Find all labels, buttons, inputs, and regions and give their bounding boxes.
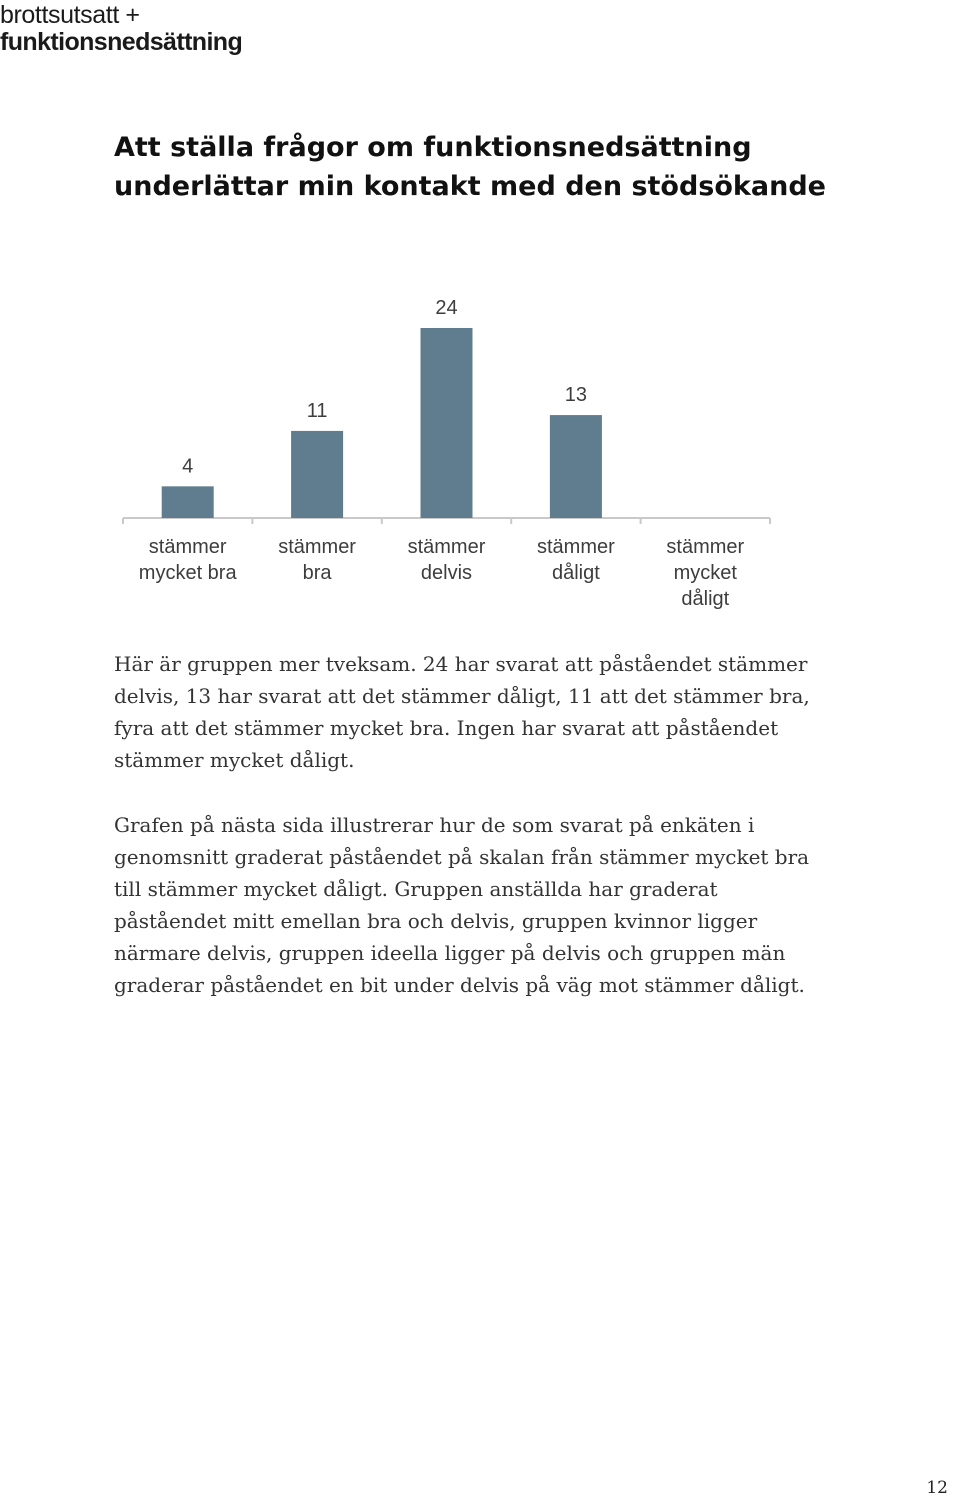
bar-chart: 4 stämmer mycket bra 11 stämmer bra 24 stämmer d… [122,297,771,610]
logo-line-1: brottsutsatt + [0,1,140,29]
bar [291,430,344,518]
paragraph-explanation: Grafen på nästa sida illustrerar hur de … [114,813,810,997]
bar [161,486,214,518]
bar [420,328,473,518]
bar-data-label: 11 [307,400,328,422]
x-tick-label: stämmer mycket dåligt [666,536,744,610]
paragraph-summary: Här är gruppen mer tveksam. 24 har svara… [114,652,810,772]
logo: brottsutsatt + funktionsnedsättning [0,1,243,56]
x-tick-label: stämmer mycket bra [139,536,238,584]
logo-line-2: funktionsnedsättning [0,28,243,56]
bar [549,415,602,518]
bar-data-label: 13 [565,384,587,406]
x-tick-label: stämmer bra [278,536,356,584]
x-tick-label: stämmer delvis [408,536,486,584]
bar-data-label: 24 [435,297,457,319]
page-title: Att ställa frågor om funktionsnedsättnin… [114,132,826,202]
bar-data-label: 4 [182,455,193,477]
page-number: 12 [926,1478,948,1498]
x-tick-label: stämmer dåligt [537,536,615,584]
